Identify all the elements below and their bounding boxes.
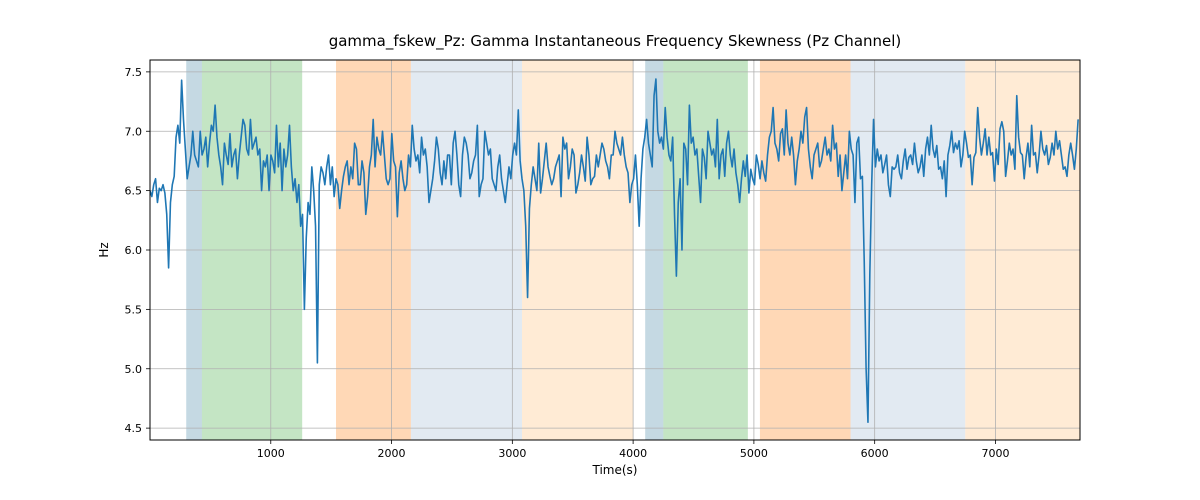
y-tick-label: 5.0 xyxy=(125,363,143,376)
x-tick-label: 3000 xyxy=(498,447,526,460)
x-tick-label: 4000 xyxy=(619,447,647,460)
y-tick-label: 5.5 xyxy=(125,303,143,316)
y-tick-label: 7.5 xyxy=(125,66,143,79)
x-axis-label: Time(s) xyxy=(592,463,638,477)
x-tick-label: 5000 xyxy=(740,447,768,460)
y-tick-label: 4.5 xyxy=(125,422,143,435)
y-tick-label: 6.0 xyxy=(125,244,143,257)
chart-title: gamma_fskew_Pz: Gamma Instantaneous Freq… xyxy=(329,32,902,51)
y-axis-label: Hz xyxy=(97,242,111,257)
x-tick-label: 7000 xyxy=(981,447,1009,460)
x-tick-label: 1000 xyxy=(257,447,285,460)
x-tick-label: 2000 xyxy=(378,447,406,460)
y-tick-label: 6.5 xyxy=(125,185,143,198)
line-chart: 1000 2000 3000 4000 5000 6000 7000 4.5 5.0 5.5 6.0… xyxy=(0,0,1200,500)
y-tick-label: 7.0 xyxy=(125,125,143,138)
x-tick-label: 6000 xyxy=(861,447,889,460)
